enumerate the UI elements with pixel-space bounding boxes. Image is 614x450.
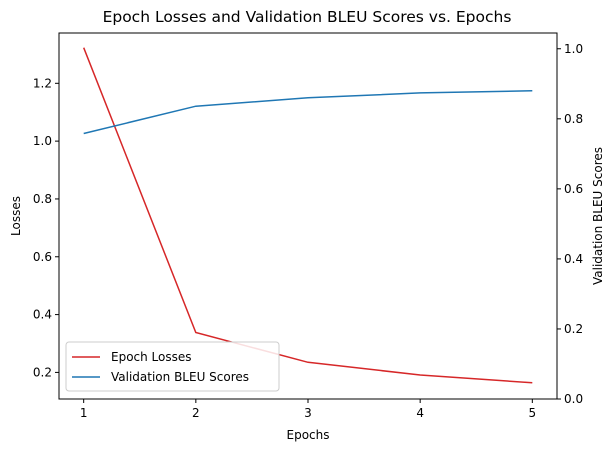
y-axis-label-left: Losses — [9, 196, 23, 236]
y-tick-label-right: 0.8 — [564, 112, 583, 126]
series-line-1 — [83, 90, 533, 135]
y-tick-label-left: 0.6 — [33, 250, 52, 264]
series-line-0 — [83, 47, 533, 384]
y-tick-label-left: 0.8 — [33, 192, 52, 206]
y-tick-label-left: 1.0 — [33, 134, 52, 148]
y-tick-label-right: 0.6 — [564, 182, 583, 196]
legend-label-1: Validation BLEU Scores — [111, 370, 249, 384]
x-tick-label: 4 — [416, 406, 424, 420]
x-tick-label: 5 — [529, 406, 537, 420]
legend-label-0: Epoch Losses — [111, 350, 192, 364]
plot-area — [83, 47, 533, 384]
x-tick-label: 3 — [304, 406, 312, 420]
x-tick-label: 1 — [80, 406, 88, 420]
chart-title: Epoch Losses and Validation BLEU Scores … — [103, 8, 512, 26]
y-tick-label-right: 0.2 — [564, 322, 583, 336]
legend-box — [65, 341, 280, 392]
y-axis-label-right: Validation BLEU Scores — [591, 147, 605, 285]
y-tick-label-right: 1.0 — [564, 42, 583, 56]
y-tick-label-left: 0.4 — [33, 308, 52, 322]
y-tick-label-left: 0.2 — [33, 365, 52, 379]
y-tick-label-left: 1.2 — [33, 76, 52, 90]
x-axis-label: Epochs — [287, 428, 330, 442]
y-tick-label-right: 0.0 — [564, 392, 583, 406]
x-tick-label: 2 — [192, 406, 200, 420]
y-tick-label-right: 0.4 — [564, 252, 583, 266]
legend: Epoch Losses Validation BLEU Scores — [65, 341, 280, 392]
